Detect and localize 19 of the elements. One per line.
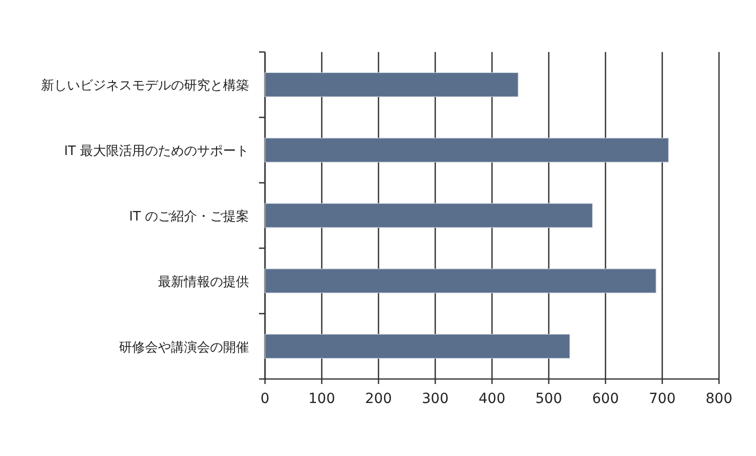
bar [264,268,656,294]
bar [264,203,593,228]
x-tick-label: 300 [422,391,449,407]
x-tick-label: 200 [365,391,392,407]
x-tick-label: 700 [648,391,676,407]
x-tick-label: 600 [592,391,619,407]
bar [264,138,669,162]
y-tick-label: IT のご紹介・ご提案 [129,208,249,224]
x-tick-label: 500 [535,391,562,407]
bar [264,72,518,97]
y-tick-label: 最新情報の提供 [158,274,249,290]
y-tick-label: 新しいビジネスモデルの研究と構築 [41,78,249,94]
x-tick-label: 0 [260,391,270,407]
y-tick-label: 研修会や講演会の開催 [119,340,249,356]
x-tick-label: 100 [308,391,336,407]
y-tick-label: IT 最大限活用のためのサポート [64,144,249,160]
x-tick-label: 400 [478,391,506,407]
x-tick-label: 800 [706,391,732,407]
bar [264,334,570,359]
